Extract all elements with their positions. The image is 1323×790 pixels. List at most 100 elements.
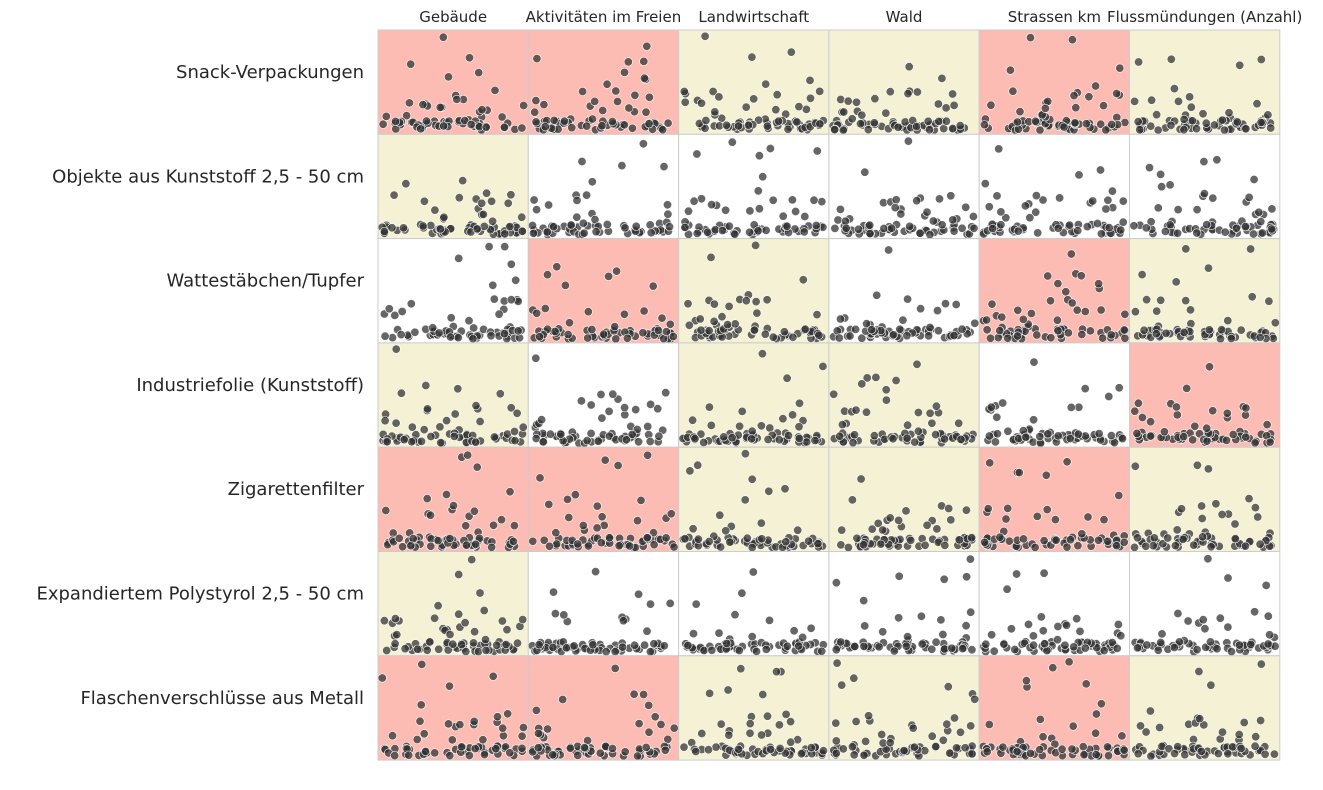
scatter-point — [838, 125, 848, 135]
scatter-point — [618, 642, 628, 652]
scatter-point — [1130, 96, 1140, 106]
scatter-point — [1120, 309, 1130, 319]
scatter-point — [1177, 504, 1187, 514]
scatter-point — [812, 146, 822, 156]
scatter-point — [944, 503, 954, 513]
scatter-point — [1142, 640, 1152, 650]
scatter-point — [768, 332, 778, 342]
scatter-point — [505, 487, 515, 497]
scatter-point — [531, 353, 541, 363]
scatter-point — [1130, 542, 1140, 552]
scatter-point — [454, 609, 464, 619]
scatter-point — [539, 100, 549, 110]
cell-snack-verpackungen-landwirtschaft — [678, 29, 830, 135]
scatter-point — [406, 541, 416, 551]
scatter-point — [1240, 222, 1250, 232]
scatter-point — [815, 119, 825, 129]
scatter-point — [891, 375, 901, 385]
scatter-point — [505, 748, 515, 758]
scatter-point — [1153, 125, 1163, 135]
scatter-point — [1172, 525, 1182, 535]
column-label-strassen-km: Strassen km — [1008, 8, 1101, 26]
scatter-point — [850, 641, 860, 651]
scatter-point — [601, 647, 611, 657]
scatter-point — [922, 520, 932, 530]
scatter-point — [422, 404, 432, 414]
scatter-point — [457, 640, 467, 650]
scatter-point — [985, 458, 995, 468]
scatter-point — [496, 515, 506, 525]
scatter-point — [856, 474, 866, 484]
scatter-point — [931, 742, 941, 752]
scatter-point — [650, 712, 660, 722]
scatter-point — [719, 432, 729, 442]
scatter-point — [391, 344, 401, 354]
scatter-point — [1210, 120, 1220, 130]
scatter-point — [382, 645, 392, 655]
scatter-point — [439, 212, 449, 222]
scatter-point — [1142, 295, 1152, 305]
scatter-point — [509, 521, 519, 531]
scatter-point — [864, 711, 874, 721]
scatter-point — [955, 121, 965, 131]
scatter-point — [534, 640, 544, 650]
scatter-point — [994, 144, 1004, 154]
scatter-point — [927, 418, 937, 428]
scatter-point — [1063, 328, 1073, 338]
scatter-point — [1104, 751, 1114, 761]
scatter-point — [699, 437, 709, 447]
scatter-point — [707, 200, 717, 210]
scatter-point — [885, 738, 895, 748]
scatter-point — [704, 326, 714, 336]
scatter-point — [1137, 270, 1147, 280]
scatter-point — [1173, 205, 1183, 215]
scatter-point — [841, 223, 851, 233]
scatter-point — [535, 473, 545, 483]
scatter-point — [691, 746, 701, 756]
scatter-point — [1199, 189, 1209, 199]
scatter-point — [979, 120, 989, 130]
scatter-point — [1217, 325, 1227, 335]
scatter-point — [421, 746, 431, 756]
scatter-point — [837, 525, 847, 535]
scatter-point — [464, 316, 474, 326]
scatter-point — [658, 125, 668, 135]
scatter-point — [933, 99, 943, 109]
scatter-point — [392, 630, 402, 640]
scatter-point — [503, 709, 513, 719]
scatter-point — [1062, 542, 1072, 552]
scatter-point — [587, 324, 597, 334]
scatter-point — [494, 309, 504, 319]
scatter-point — [508, 536, 518, 546]
scatter-point — [544, 200, 554, 210]
scatter-point — [724, 221, 734, 231]
scatter-point — [441, 489, 451, 499]
scatter-point — [745, 206, 755, 216]
scatter-point — [1174, 96, 1184, 106]
scatter-point — [1067, 298, 1077, 308]
scatter-point — [1202, 220, 1212, 230]
scatter-point — [1112, 541, 1122, 551]
column-label-flussmundungen-anzahl: Flussmündungen (Anzahl) — [1107, 8, 1302, 26]
scatter-point — [512, 408, 522, 418]
scatter-point — [488, 520, 498, 530]
scatter-point — [634, 719, 644, 729]
scatter-point — [1239, 717, 1249, 727]
scatter-point — [412, 734, 422, 744]
scatter-point — [1152, 110, 1162, 120]
cell-background — [528, 238, 679, 343]
cell-expandiertem-polystyrol-2-5-50-cm-landwirtschaft — [678, 551, 830, 657]
scatter-point — [1074, 170, 1084, 180]
scatter-point — [426, 541, 436, 551]
scatter-point — [627, 429, 637, 439]
scatter-point — [639, 689, 649, 699]
scatter-point — [911, 122, 921, 132]
scatter-point — [927, 644, 937, 654]
scatter-point — [597, 512, 607, 522]
scatter-point — [1146, 121, 1156, 131]
scatter-point — [391, 418, 401, 428]
scatter-point — [475, 416, 485, 426]
scatter-point — [381, 111, 391, 121]
scatter-point — [1156, 169, 1166, 179]
